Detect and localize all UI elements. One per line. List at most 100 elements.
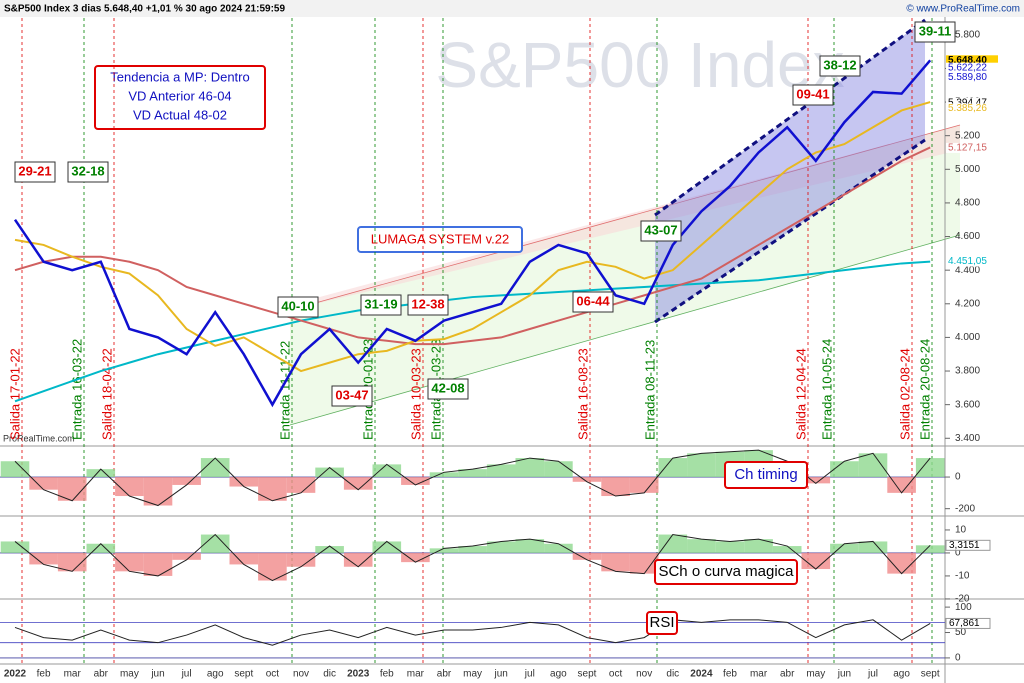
channel-line [289, 234, 961, 426]
area-bar [629, 552, 659, 574]
area-bar [887, 552, 916, 574]
x-tick-label: oct [266, 669, 280, 680]
x-tick-label: feb [380, 669, 394, 680]
area-bar [544, 543, 573, 553]
panel-title: Ch timing [734, 466, 797, 483]
area-bar [29, 477, 58, 490]
channel-line [289, 124, 961, 311]
system-label: LUMAGA SYSTEM v.22 [371, 231, 509, 246]
x-tick-label: sept [578, 669, 597, 680]
signal-annotation: Salida 18-04-22 [99, 348, 114, 440]
x-tick-label: 2023 [347, 669, 370, 680]
area-bar [715, 541, 745, 553]
price-label: 5.622,22 [948, 62, 987, 73]
signal-label: 42-08 [431, 380, 464, 395]
x-tick-label: 2022 [4, 669, 27, 680]
price-tag [946, 55, 998, 66]
header-bar [0, 0, 1024, 17]
signal-box [819, 55, 861, 77]
panel-title-box [654, 559, 798, 585]
area-bar [200, 458, 230, 478]
area-bar [486, 541, 516, 553]
signal-label: 31-19 [364, 296, 397, 311]
y-tick-label: 0 [955, 653, 961, 664]
signal-annotation: Salida 16-08-23 [575, 348, 590, 440]
value-label: 3,3151 [949, 540, 980, 551]
area-bar [229, 477, 259, 487]
area-bar [772, 546, 802, 553]
price-tag [946, 103, 998, 114]
signal-annotation: Salida 12-04-24 [793, 348, 808, 440]
channel-green [290, 125, 960, 425]
area-bar [172, 552, 201, 560]
y-tick-label: 5.200 [955, 130, 980, 141]
signal-label: 40-10 [281, 298, 314, 313]
area-bar [858, 453, 888, 478]
price-label: 5.648,40 [948, 55, 987, 66]
area-bar [858, 541, 888, 553]
y-tick-label: 10 [955, 525, 967, 536]
x-tick-label: feb [37, 669, 51, 680]
area-bar [658, 458, 688, 478]
area-bar [172, 477, 201, 485]
x-tick-label: jul [867, 669, 878, 680]
signal-annotation: Entrada 08-11-23 [642, 340, 657, 440]
indicator-line [14, 449, 931, 507]
panel-title: RSI [649, 614, 674, 631]
area-bar [258, 477, 287, 501]
area-bar [458, 469, 487, 478]
area-bar [801, 552, 831, 570]
x-tick-label: sept [921, 669, 940, 680]
watermark: S&P500 Index [435, 29, 844, 101]
area-bar [915, 458, 945, 478]
signal-label: 43-07 [644, 222, 677, 237]
area-bar [915, 545, 945, 553]
area-bar [744, 539, 773, 553]
area-bar [372, 464, 402, 478]
signal-box [14, 161, 56, 183]
header-site: © www.ProRealTime.com [906, 4, 1020, 15]
area-bar [29, 552, 58, 565]
area-bar [343, 477, 373, 490]
signal-label: 03-47 [335, 387, 368, 402]
area-bar [57, 552, 87, 572]
x-tick-label: feb [723, 669, 737, 680]
area-bar [687, 453, 716, 478]
y-tick-label: 3.800 [955, 366, 980, 377]
footer-brand: ProRealTime.com [3, 433, 75, 443]
area-bar [601, 552, 630, 572]
y-tick-label: 0 [955, 472, 961, 483]
x-tick-label: nov [293, 669, 309, 680]
signal-box [914, 21, 956, 43]
signal-annotation: Entrada 10-05-24 [819, 339, 834, 440]
panel-title: SCh o curva magica [658, 563, 794, 580]
price-line [14, 146, 931, 346]
system-box [357, 226, 523, 253]
area-bar [515, 539, 545, 553]
area-bar [86, 469, 116, 478]
x-tick-label: may [463, 669, 482, 680]
x-tick-label: jun [150, 669, 164, 680]
price-tag [946, 72, 998, 83]
y-tick-label: 5.000 [955, 164, 980, 175]
signal-box [640, 220, 682, 242]
info-line: Tendencia a MP: Dentro [110, 69, 249, 84]
x-tick-label: sept [234, 669, 253, 680]
area-bar [601, 477, 630, 497]
x-tick-label: mar [407, 669, 425, 680]
area-bar [86, 543, 116, 553]
area-bar [429, 472, 459, 478]
area-bar [887, 477, 916, 493]
x-tick-label: abr [780, 669, 795, 680]
value-tag [945, 539, 991, 551]
signal-annotation: Entrada 16-03-22 [69, 339, 84, 440]
x-tick-label: abr [437, 669, 452, 680]
x-tick-label: may [120, 669, 139, 680]
area-bar [401, 552, 430, 563]
x-tick-label: ago [207, 669, 224, 680]
signal-annotation: Salida 02-08-24 [897, 348, 912, 440]
area-bar [200, 534, 230, 553]
signal-label: 32-18 [71, 163, 104, 178]
channel-dash [654, 138, 926, 324]
